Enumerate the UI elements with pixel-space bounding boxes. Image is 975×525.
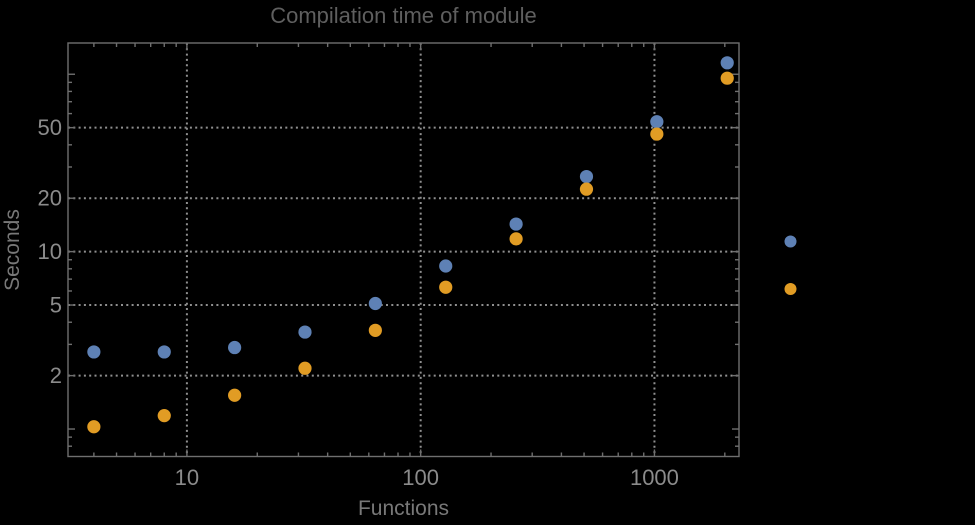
y-tick-label-10: 10 xyxy=(38,239,62,264)
data-point-orange-x8 xyxy=(157,409,171,423)
data-point-blue-x128 xyxy=(439,259,453,273)
data-point-orange-x2048 xyxy=(720,71,734,85)
data-point-blue-x32 xyxy=(298,325,312,339)
x-tick-label-10: 10 xyxy=(175,465,199,490)
data-point-orange-x1024 xyxy=(650,127,664,141)
x-tick-label-1000: 1000 xyxy=(630,465,679,490)
y-tick-label-5: 5 xyxy=(50,293,62,318)
data-point-blue-x2048 xyxy=(720,56,734,70)
data-point-orange-x32 xyxy=(298,361,312,375)
data-point-orange-x64 xyxy=(368,323,382,337)
data-point-blue-x1024 xyxy=(650,115,664,129)
data-point-blue-x512 xyxy=(579,169,594,184)
chart-title: Compilation time of module xyxy=(270,3,537,28)
data-point-orange-x256 xyxy=(509,232,523,246)
data-point-orange-x128 xyxy=(439,280,453,294)
legend-marker-blue xyxy=(784,235,797,248)
legend-marker-orange xyxy=(784,283,797,295)
data-point-blue-x64 xyxy=(368,296,382,311)
y-axis-label: Seconds xyxy=(1,209,24,291)
data-point-orange-x16 xyxy=(228,388,242,402)
data-point-blue-x8 xyxy=(157,345,171,359)
plot-frame xyxy=(67,42,740,458)
data-point-orange-x512 xyxy=(579,182,594,196)
data-point-blue-x4 xyxy=(87,345,101,359)
y-tick-label-20: 20 xyxy=(38,186,62,211)
data-point-blue-x16 xyxy=(228,340,242,355)
y-tick-label-2: 2 xyxy=(50,363,62,388)
data-point-orange-x4 xyxy=(87,420,101,434)
data-point-blue-x256 xyxy=(509,217,523,231)
y-tick-label-50: 50 xyxy=(38,115,62,140)
x-axis-label: Functions xyxy=(357,497,450,520)
x-tick-label-100: 100 xyxy=(402,465,439,490)
